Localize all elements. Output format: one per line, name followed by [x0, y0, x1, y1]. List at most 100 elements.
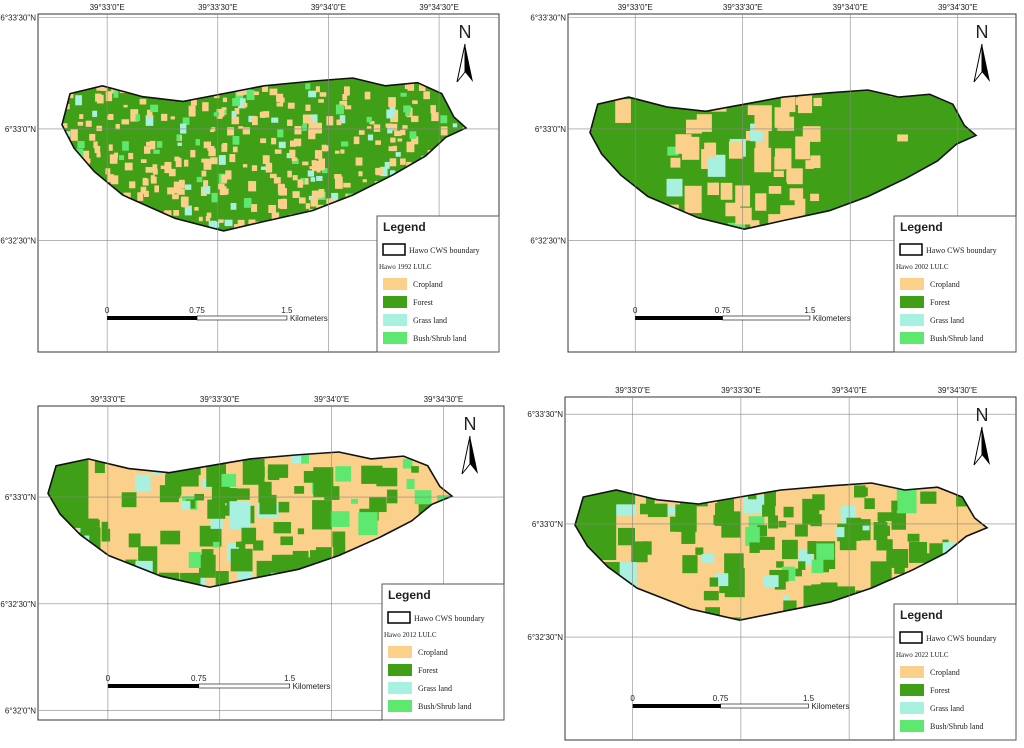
land-patch — [757, 525, 768, 537]
land-patch — [318, 188, 325, 198]
scale-bar — [107, 684, 199, 688]
land-patch — [269, 173, 277, 179]
land-patch — [301, 178, 309, 185]
land-patch — [234, 108, 240, 115]
land-patch — [105, 91, 113, 102]
land-patch — [152, 164, 158, 172]
y-coordinate-label: 6°33'30"N — [527, 410, 563, 419]
land-patch — [93, 141, 98, 149]
land-patch — [701, 553, 715, 563]
land-patch — [259, 494, 277, 515]
land-patch — [260, 138, 267, 144]
land-patch — [149, 140, 156, 150]
land-patch — [222, 97, 228, 103]
land-patch — [202, 102, 209, 112]
land-patch — [232, 98, 240, 107]
land-patch — [235, 541, 242, 548]
land-patch — [115, 124, 120, 130]
land-patch — [774, 577, 786, 590]
land-patch — [190, 149, 196, 158]
land-patch — [76, 148, 84, 158]
land-patch — [243, 198, 252, 208]
land-patch — [375, 140, 381, 145]
land-patch — [170, 116, 175, 120]
land-patch — [728, 141, 744, 159]
scale-label: 0.75 — [713, 694, 729, 703]
land-patch — [783, 506, 794, 518]
land-patch — [248, 219, 256, 227]
land-patch — [188, 105, 196, 117]
land-patch — [146, 141, 153, 147]
land-patch — [811, 559, 824, 574]
land-patch — [334, 174, 342, 179]
land-patch — [182, 117, 190, 125]
land-patch — [124, 162, 133, 171]
land-patch — [101, 521, 109, 529]
land-patch — [336, 119, 342, 126]
land-patch — [302, 123, 307, 131]
land-patch — [319, 92, 327, 97]
land-patch — [210, 128, 215, 133]
land-patch — [390, 109, 399, 123]
scale-label: 1.5 — [281, 306, 293, 315]
land-patch — [310, 197, 318, 207]
land-patch — [795, 97, 807, 105]
land-patch — [303, 470, 314, 483]
boundary — [47, 451, 454, 589]
north-label: N — [459, 22, 472, 42]
land-patch — [375, 167, 383, 175]
scale-bar — [720, 703, 809, 709]
land-patch — [394, 130, 402, 137]
land-patch — [341, 141, 349, 147]
land-patch — [339, 101, 347, 106]
land-patch — [820, 566, 829, 573]
land-patch — [312, 193, 318, 198]
land-patch — [355, 157, 363, 166]
land-patch — [631, 541, 648, 563]
legend-boundary-swatch — [387, 611, 411, 624]
y-coordinate-label: 6°32'30"N — [0, 600, 36, 609]
land-patch — [262, 111, 270, 118]
land-patch — [237, 219, 245, 228]
land-patch — [390, 137, 396, 143]
land-patch — [273, 522, 292, 534]
land-patch — [362, 179, 367, 183]
land-patch — [769, 569, 789, 582]
y-coordinate-label: 6°33'30"N — [0, 13, 36, 22]
land-patch — [287, 170, 292, 178]
land-patch — [339, 115, 346, 124]
land-patch — [262, 155, 270, 164]
land-patch — [358, 512, 378, 536]
land-patch — [146, 109, 153, 118]
land-patch — [238, 98, 246, 109]
land-patch — [307, 170, 315, 177]
land-patch — [203, 180, 209, 187]
scale-label: 0 — [630, 694, 635, 703]
land-patch — [684, 185, 702, 214]
land-patch — [774, 156, 783, 170]
legend-subtitle: Hawo 2002 LULC — [896, 263, 949, 271]
land-patch — [274, 149, 282, 154]
legend-subtitle: Hawo 2022 LULC — [896, 651, 949, 659]
land-patch — [276, 93, 284, 102]
land-patch — [94, 145, 101, 154]
land-patch — [810, 193, 820, 202]
land-patch — [789, 188, 804, 201]
land-patch — [411, 136, 419, 145]
land-patch — [95, 93, 102, 102]
land-patch — [405, 109, 410, 116]
land-patch — [291, 158, 299, 164]
land-patch — [749, 542, 760, 553]
land-patch — [411, 466, 419, 473]
x-coordinate-label: 39°33'0"E — [618, 3, 653, 12]
x-coordinate-label: 39°34'0"E — [833, 3, 868, 12]
land-patch — [452, 123, 458, 128]
land-patch — [293, 138, 302, 147]
land-patch — [920, 491, 937, 504]
land-patch — [271, 117, 279, 123]
legend-class: Forest — [418, 666, 439, 675]
land-patch — [727, 222, 746, 230]
legend-swatch — [388, 664, 412, 676]
land-patch — [440, 126, 448, 136]
legend-swatch — [900, 702, 924, 714]
